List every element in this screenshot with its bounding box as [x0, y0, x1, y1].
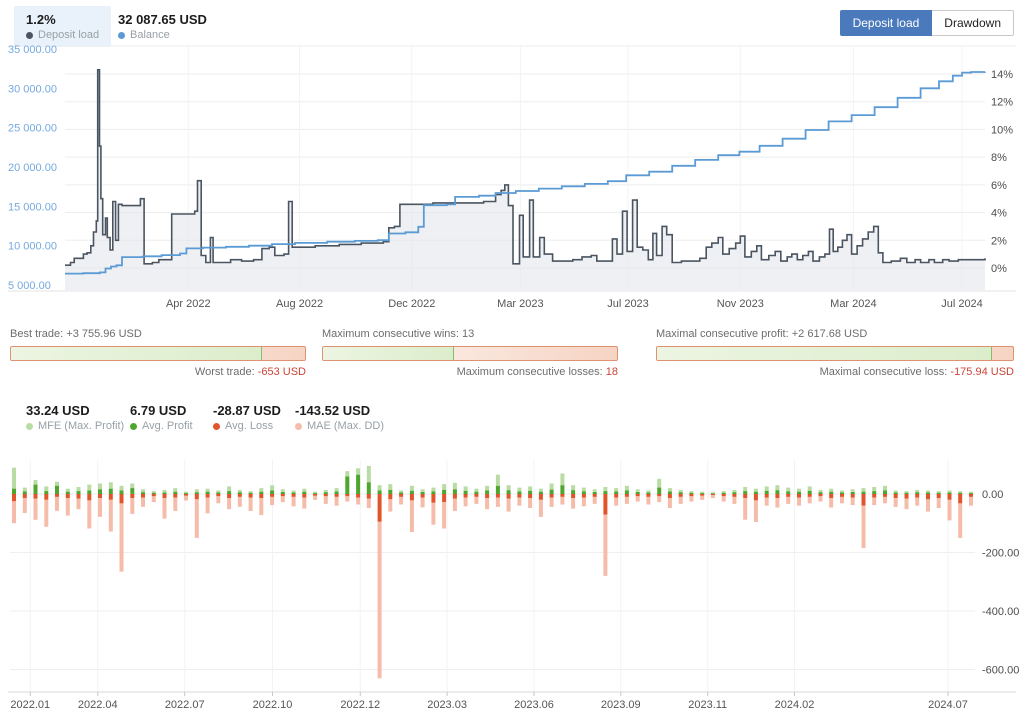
svg-text:2023.03: 2023.03	[427, 699, 467, 711]
svg-text:14%: 14%	[991, 69, 1013, 81]
chart-mode-switch: Deposit load Drawdown	[839, 10, 1014, 36]
consecutive-profit-gauge: Maximal consecutive profit: +2 617.68 US…	[656, 328, 1014, 378]
svg-text:2022.07: 2022.07	[165, 699, 205, 711]
svg-text:Nov 2023: Nov 2023	[717, 298, 764, 310]
drawdown-button[interactable]: Drawdown	[932, 10, 1014, 36]
top-chart-left-axis: 35 000.00 30 000.00 25 000.00 20 000.00 15 0…	[8, 44, 57, 292]
balance-value: 32 087.65 USD	[118, 12, 207, 27]
svg-text:Aug 2022: Aug 2022	[276, 298, 323, 310]
svg-text:Jul 2023: Jul 2023	[607, 298, 649, 310]
svg-text:Mar 2023: Mar 2023	[497, 298, 543, 310]
worst-trade-label: Worst trade:	[194, 366, 255, 378]
svg-text:Apr 2022: Apr 2022	[166, 298, 211, 310]
consecutive-gauge-bar	[322, 346, 618, 361]
balance-dot-icon	[118, 31, 125, 39]
svg-text:Jul 2024: Jul 2024	[941, 298, 983, 310]
mfe-value: 33.24 USD	[26, 403, 90, 418]
avg-loss-stat: -28.87 USD Avg. Loss	[213, 403, 281, 432]
consecutive-wins-gauge: Maximum consecutive wins: 13 Maximum con…	[322, 328, 618, 378]
deposit-load-value: 1.2%	[26, 12, 56, 27]
deposit-load-label: Deposit load	[38, 29, 100, 41]
max-consecutive-loss-label: Maximal consecutive loss:	[819, 366, 948, 378]
mfe-dot-icon	[26, 422, 33, 430]
svg-text:4%: 4%	[991, 208, 1007, 220]
bottom-chart-y-axis: 0.00 -200.00 -400.00 -600.00	[982, 489, 1019, 677]
avg-profit-label: Avg. Profit	[142, 420, 193, 432]
best-worst-gauge-bar	[10, 346, 306, 361]
svg-text:25 000.00: 25 000.00	[8, 123, 57, 135]
svg-text:0.00: 0.00	[982, 489, 1003, 501]
avg-loss-label: Avg. Loss	[225, 420, 274, 432]
mfe-label: MFE (Max. Profit)	[38, 420, 125, 432]
deposit-load-series	[65, 69, 986, 290]
svg-text:30 000.00: 30 000.00	[8, 83, 57, 95]
max-consecutive-wins-label: Maximum consecutive wins:	[322, 328, 459, 340]
balance-series	[65, 71, 986, 275]
max-consecutive-wins-value: 13	[462, 328, 475, 340]
svg-text:2023.06: 2023.06	[514, 699, 554, 711]
mfe-mae-bars	[12, 465, 973, 679]
max-consecutive-losses-value: 18	[605, 366, 618, 378]
svg-text:2023.11: 2023.11	[688, 699, 727, 711]
avg-profit-stat: 6.79 USD Avg. Profit	[130, 403, 193, 432]
mfe-max-profit-stat: 33.24 USD MFE (Max. Profit)	[26, 403, 124, 432]
balance-kpi[interactable]: 32 087.65 USD Balance	[106, 6, 219, 47]
mae-label: MAE (Max. DD)	[307, 420, 384, 432]
bottom-chart-grid	[8, 460, 1016, 696]
top-chart-right-axis: 14% 12% 10% 8% 6% 4% 2% 0%	[991, 69, 1013, 275]
top-chart-x-axis: Apr 2022 Aug 2022 Dec 2022 Mar 2023 Jul 2023…	[166, 298, 983, 310]
max-consecutive-profit-value: +2 617.68 USD	[791, 328, 868, 340]
best-worst-trade-gauge: Best trade: +3 755.96 USD Worst trade: -…	[10, 328, 306, 378]
svg-text:8%: 8%	[991, 152, 1007, 164]
svg-text:2022.12: 2022.12	[340, 699, 380, 711]
avg-profit-dot-icon	[130, 422, 137, 430]
svg-text:2023.09: 2023.09	[601, 699, 641, 711]
mae-max-dd-stat: -143.52 USD MAE (Max. DD)	[295, 403, 384, 432]
svg-text:20 000.00: 20 000.00	[8, 162, 57, 174]
svg-text:2024.02: 2024.02	[775, 699, 815, 711]
best-trade-label: Best trade:	[10, 328, 64, 340]
best-trade-value: +3 755.96 USD	[66, 328, 142, 340]
svg-text:2022.01: 2022.01	[10, 699, 50, 711]
balance-deposit-load-chart: 35 000.00 30 000.00 25 000.00 20 000.00 15 0…	[8, 44, 1016, 310]
svg-text:5 000.00: 5 000.00	[8, 280, 51, 292]
svg-text:0%: 0%	[991, 263, 1007, 275]
svg-text:Dec 2022: Dec 2022	[388, 298, 435, 310]
svg-text:10 000.00: 10 000.00	[8, 241, 57, 253]
avg-loss-dot-icon	[213, 422, 220, 430]
svg-text:-200.00: -200.00	[982, 548, 1019, 560]
svg-text:2022.04: 2022.04	[78, 699, 118, 711]
svg-text:2022.10: 2022.10	[253, 699, 293, 711]
svg-text:15 000.00: 15 000.00	[8, 201, 57, 213]
svg-text:Mar 2024: Mar 2024	[830, 298, 876, 310]
svg-text:-400.00: -400.00	[982, 606, 1019, 618]
profit-loss-gauge-bar	[656, 346, 1014, 361]
max-consecutive-losses-label: Maximum consecutive losses:	[456, 366, 603, 378]
deposit-load-kpi[interactable]: 1.2% Deposit load	[14, 6, 112, 47]
deposit-load-button[interactable]: Deposit load	[839, 10, 933, 36]
max-consecutive-loss-value: -175.94 USD	[950, 366, 1014, 378]
svg-text:35 000.00: 35 000.00	[8, 44, 57, 56]
svg-text:10%: 10%	[991, 124, 1013, 136]
deposit-load-dot-icon	[26, 31, 33, 39]
worst-trade-value: -653 USD	[257, 366, 306, 378]
svg-text:12%: 12%	[991, 97, 1013, 109]
svg-text:2%: 2%	[991, 235, 1007, 247]
mae-value: -143.52 USD	[295, 403, 371, 418]
svg-text:6%: 6%	[991, 180, 1007, 192]
avg-loss-value: -28.87 USD	[213, 403, 281, 418]
max-consecutive-profit-label: Maximal consecutive profit:	[656, 328, 789, 340]
bottom-chart-x-axis: 2022.01 2022.04 2022.07 2022.10 2022.12 2023.…	[10, 699, 967, 711]
svg-text:2024.07: 2024.07	[928, 699, 968, 711]
mae-dot-icon	[295, 422, 302, 430]
avg-profit-value: 6.79 USD	[130, 403, 187, 418]
balance-label: Balance	[130, 29, 170, 41]
svg-text:-600.00: -600.00	[982, 665, 1019, 677]
